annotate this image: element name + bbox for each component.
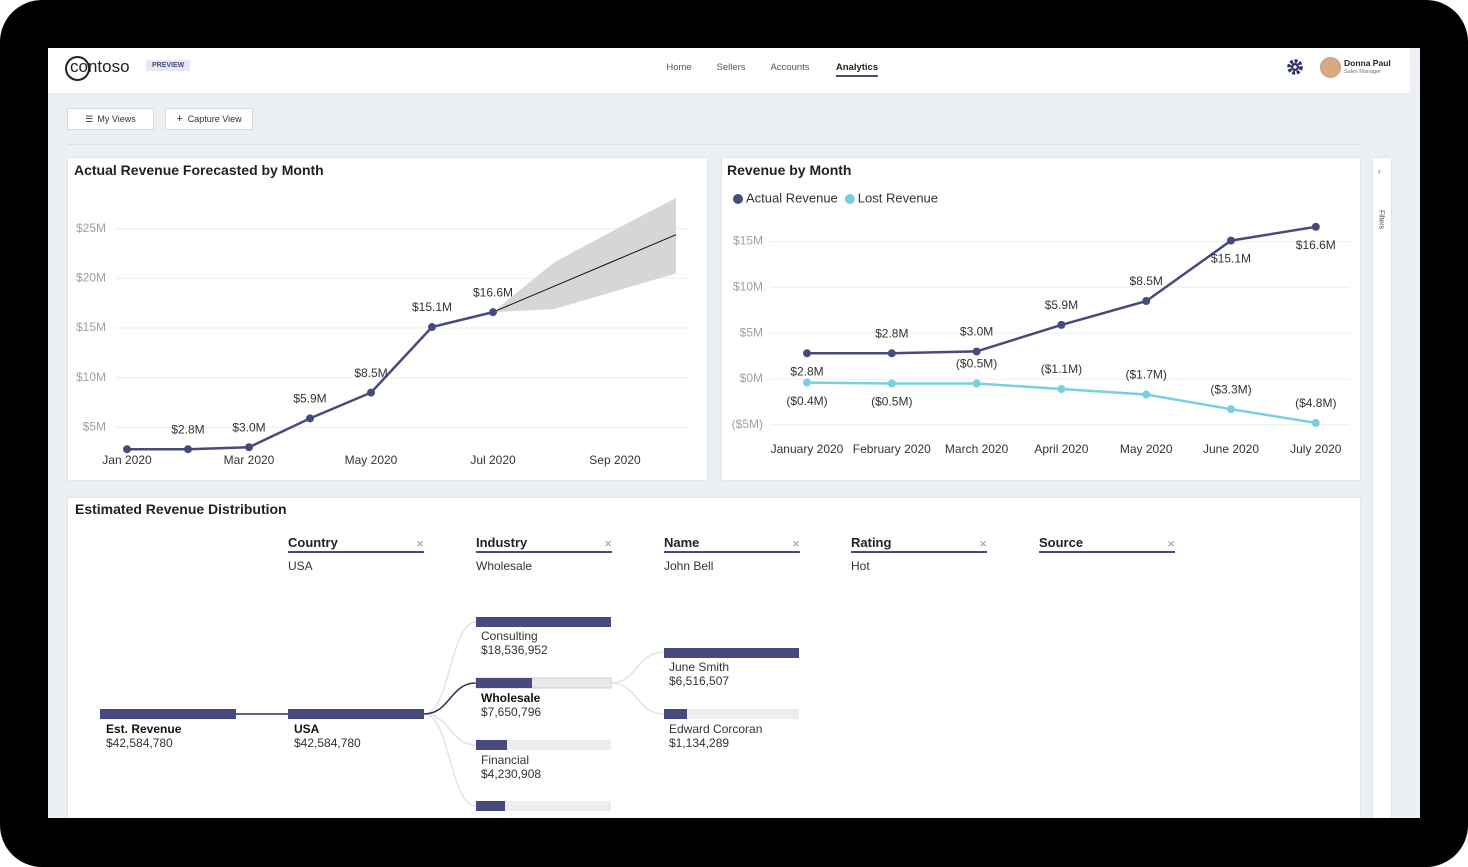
column-header[interactable]: Industry × — [476, 535, 612, 553]
column-header[interactable]: Name × — [664, 535, 800, 553]
my-views-button[interactable]: ☰ My Views — [67, 108, 154, 130]
node-label: June Smith — [669, 660, 730, 674]
column-value: Hot — [851, 559, 870, 573]
panel-title: Estimated Revenue Distribution — [75, 501, 287, 517]
tree-node[interactable]: Consulting $18,536,952 — [481, 629, 548, 657]
node-label: Edward Corcoran — [669, 722, 763, 736]
tree-node[interactable]: Financial $4,230,908 — [481, 753, 541, 781]
divider — [67, 144, 1360, 145]
revenue-panel — [722, 158, 1360, 480]
column-value: Wholesale — [476, 559, 533, 573]
column-value: USA — [288, 559, 313, 573]
tree-node[interactable]: USA $42,584,780 — [294, 722, 361, 750]
x-tick-label: June 2020 — [1202, 442, 1260, 456]
column-header[interactable]: Country × — [288, 535, 424, 553]
nav-link[interactable]: Sellers — [716, 62, 746, 73]
forecast-panel — [68, 158, 707, 480]
x-tick-label: March 2020 — [944, 442, 1009, 456]
node-label: Wholesale — [481, 691, 541, 705]
tree-node[interactable]: Edward Corcoran $1,134,289 — [669, 722, 762, 750]
column-header[interactable]: Source × — [1039, 535, 1175, 553]
column-title: Name — [664, 535, 700, 550]
column-value: John Bell — [664, 559, 714, 573]
filters-label: Filters — [1377, 209, 1385, 230]
node-value: $1,134,289 — [669, 736, 730, 750]
x-tick-label: July 2020 — [1290, 442, 1342, 456]
user-name: Donna Paul — [1344, 58, 1391, 68]
filters-pane[interactable] — [1373, 158, 1391, 818]
logo-ring — [65, 56, 90, 81]
user-role: Sales Manager — [1344, 69, 1381, 75]
button-label: My Views — [97, 114, 136, 124]
logo: contoso — [70, 57, 130, 76]
capture-view-button[interactable]: + Capture View — [165, 108, 253, 130]
node-label: USA — [294, 722, 320, 736]
column-title: Industry — [476, 535, 528, 550]
node-value: $7,650,796 — [481, 705, 542, 719]
node-value: $4,230,908 — [481, 767, 542, 781]
x-tick-label: January 2020 — [770, 442, 844, 456]
node-value: $18,536,952 — [481, 643, 548, 657]
column-title: Country — [288, 535, 338, 550]
tree-node[interactable]: June Smith $6,516,507 — [669, 660, 729, 688]
column-header[interactable]: Rating × — [851, 535, 987, 553]
column-title: Source — [1039, 535, 1084, 550]
node-label: Financial — [481, 753, 530, 767]
nav-link[interactable]: Home — [666, 62, 692, 73]
preview-badge: PREVIEW — [146, 60, 191, 71]
x-tick-label: May 2020 — [1119, 442, 1173, 456]
x-tick-label: February 2020 — [852, 442, 931, 456]
tree-node[interactable]: Est. Revenue $42,584,780 — [106, 722, 181, 750]
column-title: Rating — [851, 535, 892, 550]
collapse-icon[interactable]: ‹ — [1378, 166, 1381, 176]
settings-icon[interactable] — [1286, 58, 1304, 76]
chart-title: Actual Revenue Forecasted by Month — [74, 162, 324, 178]
node-value: $6,516,507 — [669, 674, 730, 688]
button-label: Capture View — [187, 114, 242, 124]
top-bar — [48, 48, 1410, 93]
node-label: Est. Revenue — [106, 722, 182, 736]
x-tick-label: April 2020 — [1034, 442, 1089, 456]
nav-link[interactable]: Accounts — [770, 62, 810, 73]
node-value: $42,584,780 — [294, 736, 361, 750]
tree-node[interactable]: Wholesale $7,650,796 — [481, 691, 541, 719]
nav-link[interactable]: Analytics — [835, 62, 879, 77]
avatar[interactable] — [1320, 57, 1341, 78]
node-value: $42,584,780 — [106, 736, 173, 750]
node-label: Consulting — [481, 629, 538, 643]
app-screen: contoso PREVIEW Home Sellers Accounts An… — [48, 48, 1420, 818]
chart-title: Revenue by Month — [727, 162, 852, 178]
